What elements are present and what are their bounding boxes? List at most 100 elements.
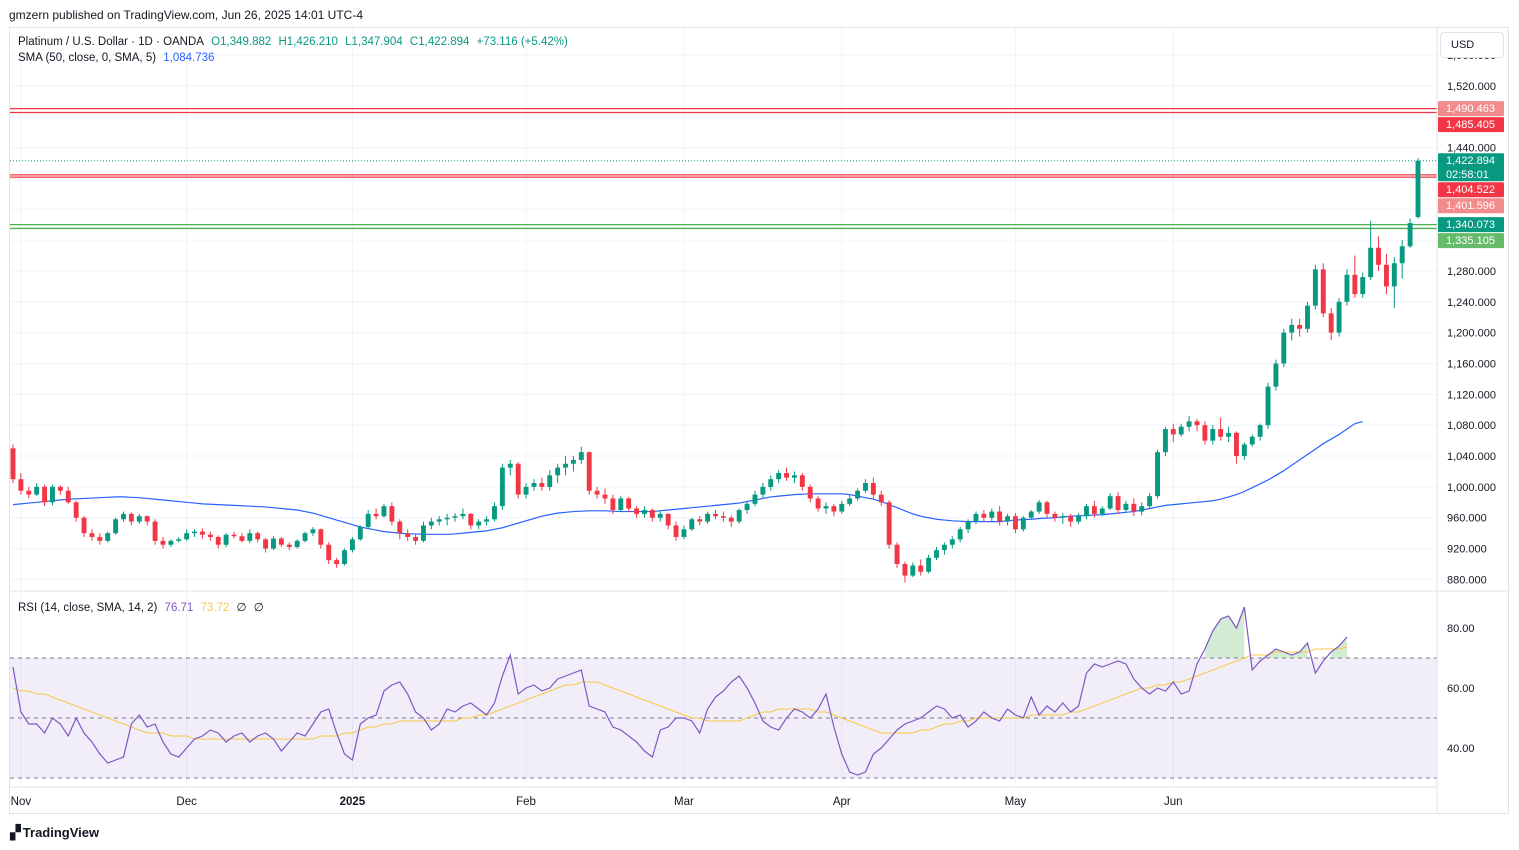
candle-body (1068, 516, 1074, 522)
candle-body (421, 525, 426, 541)
candle-body (1115, 496, 1121, 511)
candle-body (1139, 506, 1145, 512)
candle-body (563, 463, 568, 468)
candle-body (468, 513, 474, 526)
candle-body (1360, 277, 1366, 295)
candle-body (405, 533, 411, 538)
candle-body (918, 565, 924, 572)
candle-body (105, 533, 111, 541)
candle-body (1162, 429, 1168, 453)
time-tick-label: Mar (674, 796, 694, 808)
rsi-overbought-fill (1204, 607, 1245, 658)
candle-body (665, 513, 671, 526)
candle-body (255, 533, 261, 540)
price-label-text: 1,485.405 (1446, 119, 1495, 131)
candle-body (413, 537, 419, 541)
candle-body (1320, 269, 1326, 314)
price-tick-label: 1,280.000 (1447, 266, 1496, 278)
candle-body (870, 483, 876, 495)
candle-body (705, 513, 711, 522)
candle-body (1344, 274, 1350, 302)
candle-body (97, 537, 103, 541)
footer-brand[interactable]: ▞ TradingView (10, 824, 99, 841)
candle-body (1305, 305, 1310, 329)
rsi-pane (10, 606, 1437, 779)
price-label-text: 1,335.105 (1446, 235, 1495, 247)
candle-body (1281, 332, 1287, 364)
candle-body (926, 557, 932, 572)
sma-legend-label: SMA (50, close, 0, SMA, 5) (18, 52, 157, 64)
footer-brand-text: TradingView (22, 825, 100, 840)
candle-body (1415, 160, 1421, 218)
price-label-box (1438, 101, 1504, 117)
candle-body (389, 506, 395, 522)
candle-body (791, 475, 797, 478)
candle-body (1147, 496, 1153, 507)
candle-body (894, 544, 900, 565)
candle-body (760, 486, 766, 495)
candle-body (1210, 429, 1216, 441)
time-tick-label: Nov (11, 796, 32, 808)
candle-body (1194, 421, 1200, 426)
candle-body (713, 513, 718, 517)
rsi-overbought-fill (1268, 643, 1308, 658)
legend-low: L1,347.904 (345, 36, 403, 48)
candle-body (823, 506, 829, 509)
candle-body (602, 494, 608, 499)
candle-body (192, 531, 197, 534)
candle-body (65, 490, 71, 503)
candle-body (847, 498, 853, 504)
candle-body (1020, 517, 1026, 530)
sma-legend: SMA (50, close, 0, SMA, 5) 1,084.736 (18, 52, 218, 64)
rsi-legend-extra2: ∅ (253, 602, 264, 614)
candle-body (1155, 452, 1160, 497)
rsi-line (12, 606, 1348, 776)
candle-body (555, 467, 561, 476)
rsi-legend-value: 76.71 (164, 602, 194, 614)
candle-body (302, 533, 308, 541)
candle-body (73, 502, 79, 518)
price-tick-label: 920.000 (1447, 544, 1487, 556)
candle-body (1131, 503, 1137, 512)
candle-body (997, 511, 1003, 522)
candle-body (1060, 516, 1066, 518)
price-tick-label: 880.000 (1447, 574, 1487, 586)
candle-body (1099, 508, 1105, 514)
currency-button[interactable]: USD (1440, 32, 1504, 58)
price-label-text: 1,401.596 (1446, 200, 1495, 212)
price-label-box (1438, 182, 1504, 198)
candle-body (271, 538, 276, 549)
rsi-tick-label: 60.00 (1447, 683, 1475, 695)
candle-body (50, 486, 55, 503)
candle-body (499, 467, 505, 507)
candle-body (531, 483, 537, 487)
price-label-text: 1,340.073 (1446, 219, 1495, 231)
rsi-ma-line (12, 646, 1348, 740)
price-tick-label: 960.000 (1447, 513, 1487, 525)
candle-body (965, 521, 971, 530)
candle-body (1170, 429, 1176, 435)
candle-body (1005, 516, 1010, 522)
candle-body (1218, 429, 1224, 437)
legend-symbol: Platinum / U.S. Dollar · 1D · OANDA (18, 36, 204, 48)
candle-body (365, 513, 371, 527)
candle-body (1407, 223, 1413, 247)
time-tick-label: Jun (1164, 796, 1183, 808)
candle-body (247, 533, 253, 541)
price-tick-label: 1,520.000 (1447, 81, 1496, 93)
chart-frame (9, 27, 1509, 814)
candle-body (642, 510, 647, 514)
sma-legend-value: 1,084.736 (163, 52, 215, 64)
price-label-text: 1,404.522 (1446, 184, 1495, 196)
candle-body (949, 539, 955, 545)
price-tick-label: 1,160.000 (1447, 358, 1496, 370)
candle-body (578, 452, 584, 460)
candle-body (586, 452, 592, 491)
candle-body (136, 516, 142, 522)
candle-body (34, 486, 40, 495)
price-tick-label: 1,000.000 (1447, 482, 1496, 494)
candle-body (357, 526, 363, 540)
candle-body (594, 490, 600, 495)
candle-body (1091, 506, 1097, 514)
